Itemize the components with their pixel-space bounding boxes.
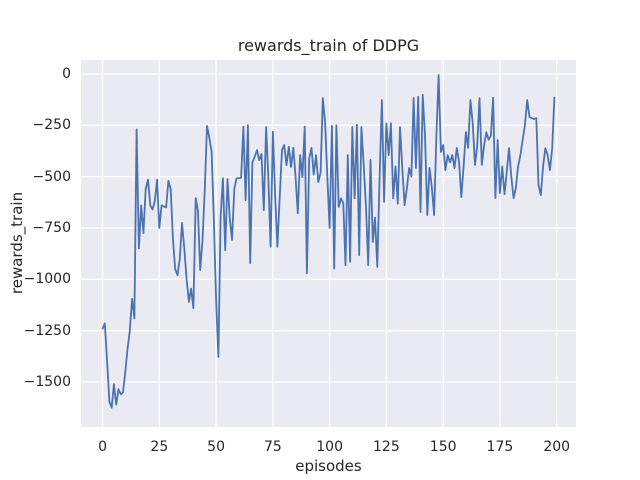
series-line-rewards_train — [101, 74, 556, 409]
x-tick-label: 125 — [373, 439, 400, 455]
x-tick-label: 200 — [543, 439, 571, 455]
y-tick-label: −250 — [32, 117, 71, 134]
y-tick-label: −1500 — [23, 374, 71, 391]
x-tick-label: 150 — [429, 439, 457, 455]
grid-lines — [80, 59, 577, 428]
x-tick-label: 0 — [98, 439, 108, 455]
x-tick-label: 100 — [316, 439, 343, 455]
y-tick-label: −1250 — [23, 322, 71, 339]
x-tick-label: 175 — [486, 439, 514, 455]
y-tick-label: −500 — [32, 168, 71, 185]
y-tick-label: −750 — [32, 219, 71, 236]
x-tick-label: 50 — [207, 439, 226, 455]
x-tick-label: 25 — [150, 439, 169, 455]
y-tick-label: −1000 — [23, 271, 71, 288]
y-tick-label: 0 — [62, 65, 71, 82]
x-tick-label: 75 — [263, 439, 282, 455]
axes-background — [81, 60, 576, 427]
chart-title: rewards_train of DDPG — [237, 36, 420, 55]
x-axis-label: episodes — [295, 457, 362, 475]
